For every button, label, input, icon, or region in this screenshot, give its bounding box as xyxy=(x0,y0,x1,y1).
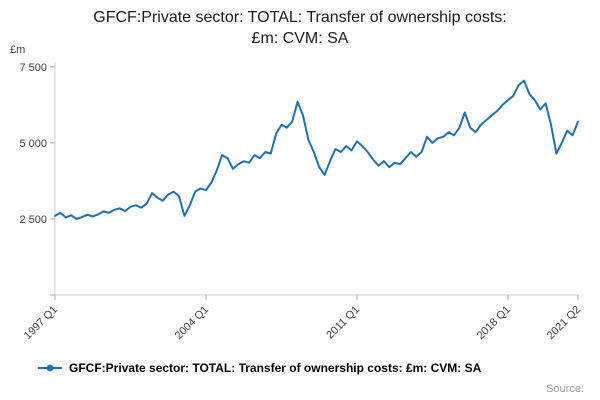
y-axis-unit-label: £m xyxy=(10,44,26,56)
x-tick-label: 2018 Q1 xyxy=(475,304,513,342)
chart-title: GFCF:Private sector: TOTAL: Transfer of … xyxy=(0,7,600,49)
x-tick-label: 1997 Q1 xyxy=(22,304,60,342)
x-tick-label: 2004 Q1 xyxy=(173,304,211,342)
series-line xyxy=(54,79,579,220)
x-tick-label: 2021 Q2 xyxy=(545,304,583,342)
legend-item[interactable]: GFCF:Private sector: TOTAL: Transfer of … xyxy=(38,361,481,375)
legend-line-icon xyxy=(38,364,62,372)
legend-label: GFCF:Private sector: TOTAL: Transfer of … xyxy=(69,361,482,375)
source-label: Source: xyxy=(546,383,584,395)
chart-title-line2: £m: CVM: SA xyxy=(251,30,349,48)
chart-title-line1: GFCF:Private sector: TOTAL: Transfer of … xyxy=(93,9,507,26)
y-tick-label: 7 500 xyxy=(19,62,47,74)
x-tick-label: 2011 Q1 xyxy=(324,304,362,342)
y-tick-label: 5 000 xyxy=(19,138,47,150)
y-tick-label: 2 500 xyxy=(19,214,47,226)
